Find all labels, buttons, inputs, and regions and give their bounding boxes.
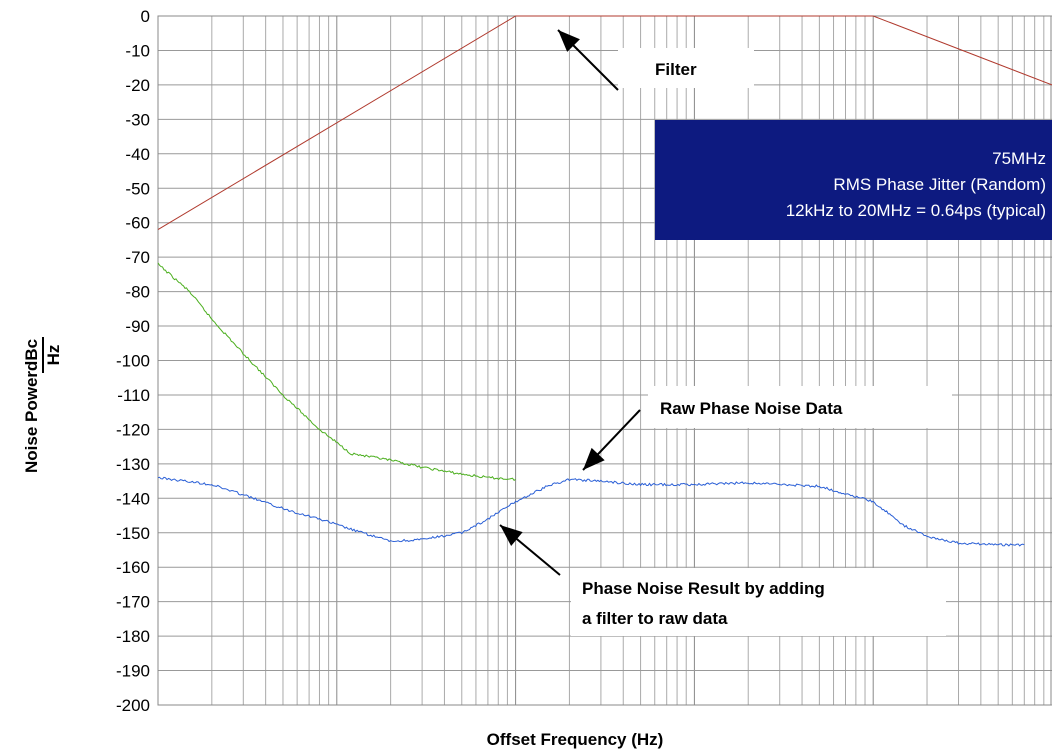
result-label-box — [571, 568, 946, 636]
y-tick-label: 0 — [141, 7, 150, 26]
y-tick-label: -130 — [116, 455, 150, 474]
y-axis-title-text: Noise Power — [22, 371, 41, 473]
y-axis-title: Noise Power dBc Hz — [22, 337, 63, 473]
y-tick-label: -200 — [116, 696, 150, 715]
y-axis-unit-denominator: Hz — [44, 345, 63, 366]
y-tick-label: -180 — [116, 627, 150, 646]
result-annotation-line1: Phase Noise Result by adding — [582, 579, 825, 598]
y-tick-label: -40 — [125, 145, 150, 164]
info-frequency: 75MHz — [992, 149, 1046, 168]
x-axis-title: Offset Frequency (Hz) — [487, 730, 664, 749]
info-jitter-title: RMS Phase Jitter (Random) — [833, 175, 1046, 194]
y-tick-label: -110 — [117, 386, 150, 405]
raw-label-box — [648, 386, 952, 428]
y-tick-label: -10 — [125, 41, 150, 60]
y-tick-label: -170 — [116, 593, 150, 612]
y-axis-tick-labels: 0 -10 -20 -30 -40 -50 -60 -70 -80 -90 -100 -110 -120… — [116, 7, 150, 715]
y-tick-label: -30 — [125, 110, 150, 129]
y-tick-label: -80 — [125, 283, 150, 302]
filter-label-box — [618, 48, 754, 88]
y-tick-label: -60 — [125, 214, 150, 233]
y-tick-label: -90 — [125, 317, 150, 336]
series-raw-line — [157, 262, 516, 481]
info-jitter-value: 12kHz to 20MHz = 0.64ps (typical) — [786, 201, 1046, 220]
y-tick-label: -120 — [116, 420, 150, 439]
raw-data-arrow-head — [583, 447, 605, 470]
series-layer — [157, 15, 1052, 547]
y-axis-unit-numerator: dBc — [22, 339, 41, 371]
y-tick-label: -20 — [125, 76, 150, 95]
y-tick-label: -50 — [125, 179, 150, 198]
result-annotation-line2: a filter to raw data — [582, 609, 728, 628]
info-box — [655, 120, 1052, 240]
series-result-line — [157, 476, 1025, 547]
y-tick-label: -160 — [116, 558, 150, 577]
series-filter-line — [157, 15, 1052, 231]
raw-data-annotation: Raw Phase Noise Data — [660, 399, 843, 418]
y-tick-label: -150 — [116, 524, 150, 543]
y-tick-label: -190 — [116, 662, 150, 681]
y-tick-label: -100 — [116, 352, 150, 371]
result-arrow-head — [500, 525, 523, 546]
y-tick-label: -140 — [116, 489, 150, 508]
filter-arrow-head — [558, 30, 580, 52]
annotation-arrows — [499, 29, 641, 576]
filter-annotation: Filter — [655, 60, 697, 79]
y-tick-label: -70 — [125, 248, 150, 267]
